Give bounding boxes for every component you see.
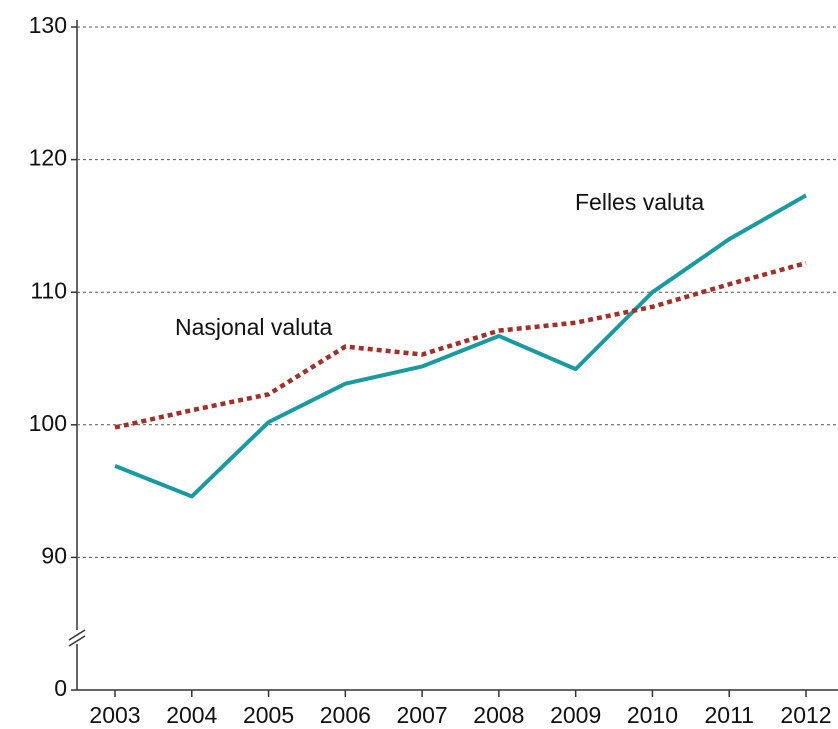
series-line [114, 260, 807, 430]
x-tick-label: 2006 [320, 702, 371, 728]
x-tick-label: 2004 [166, 702, 217, 728]
x-tick-label: 2010 [627, 702, 678, 728]
x-tick-label: 2008 [473, 702, 524, 728]
y-tick-label: 100 [29, 410, 67, 436]
y-tick-label: 0 [54, 675, 67, 701]
x-tick-label: 2009 [550, 702, 601, 728]
series-label: Nasjonal valuta [175, 314, 332, 340]
axis-break [68, 635, 86, 647]
x-tick-label: 2007 [397, 702, 448, 728]
y-tick-label: 110 [30, 277, 67, 303]
x-tick-label: 2005 [243, 702, 294, 728]
x-tick-label: 2003 [89, 702, 140, 728]
series-line [114, 193, 807, 499]
y-tick-label: 120 [29, 145, 67, 171]
series-label: Felles valuta [575, 189, 704, 215]
x-tick-label: 2011 [704, 702, 753, 728]
x-tick-label: 2012 [780, 702, 831, 728]
y-tick-label: 90 [41, 542, 67, 568]
axis-break [68, 629, 86, 641]
y-tick-label: 130 [29, 12, 67, 38]
